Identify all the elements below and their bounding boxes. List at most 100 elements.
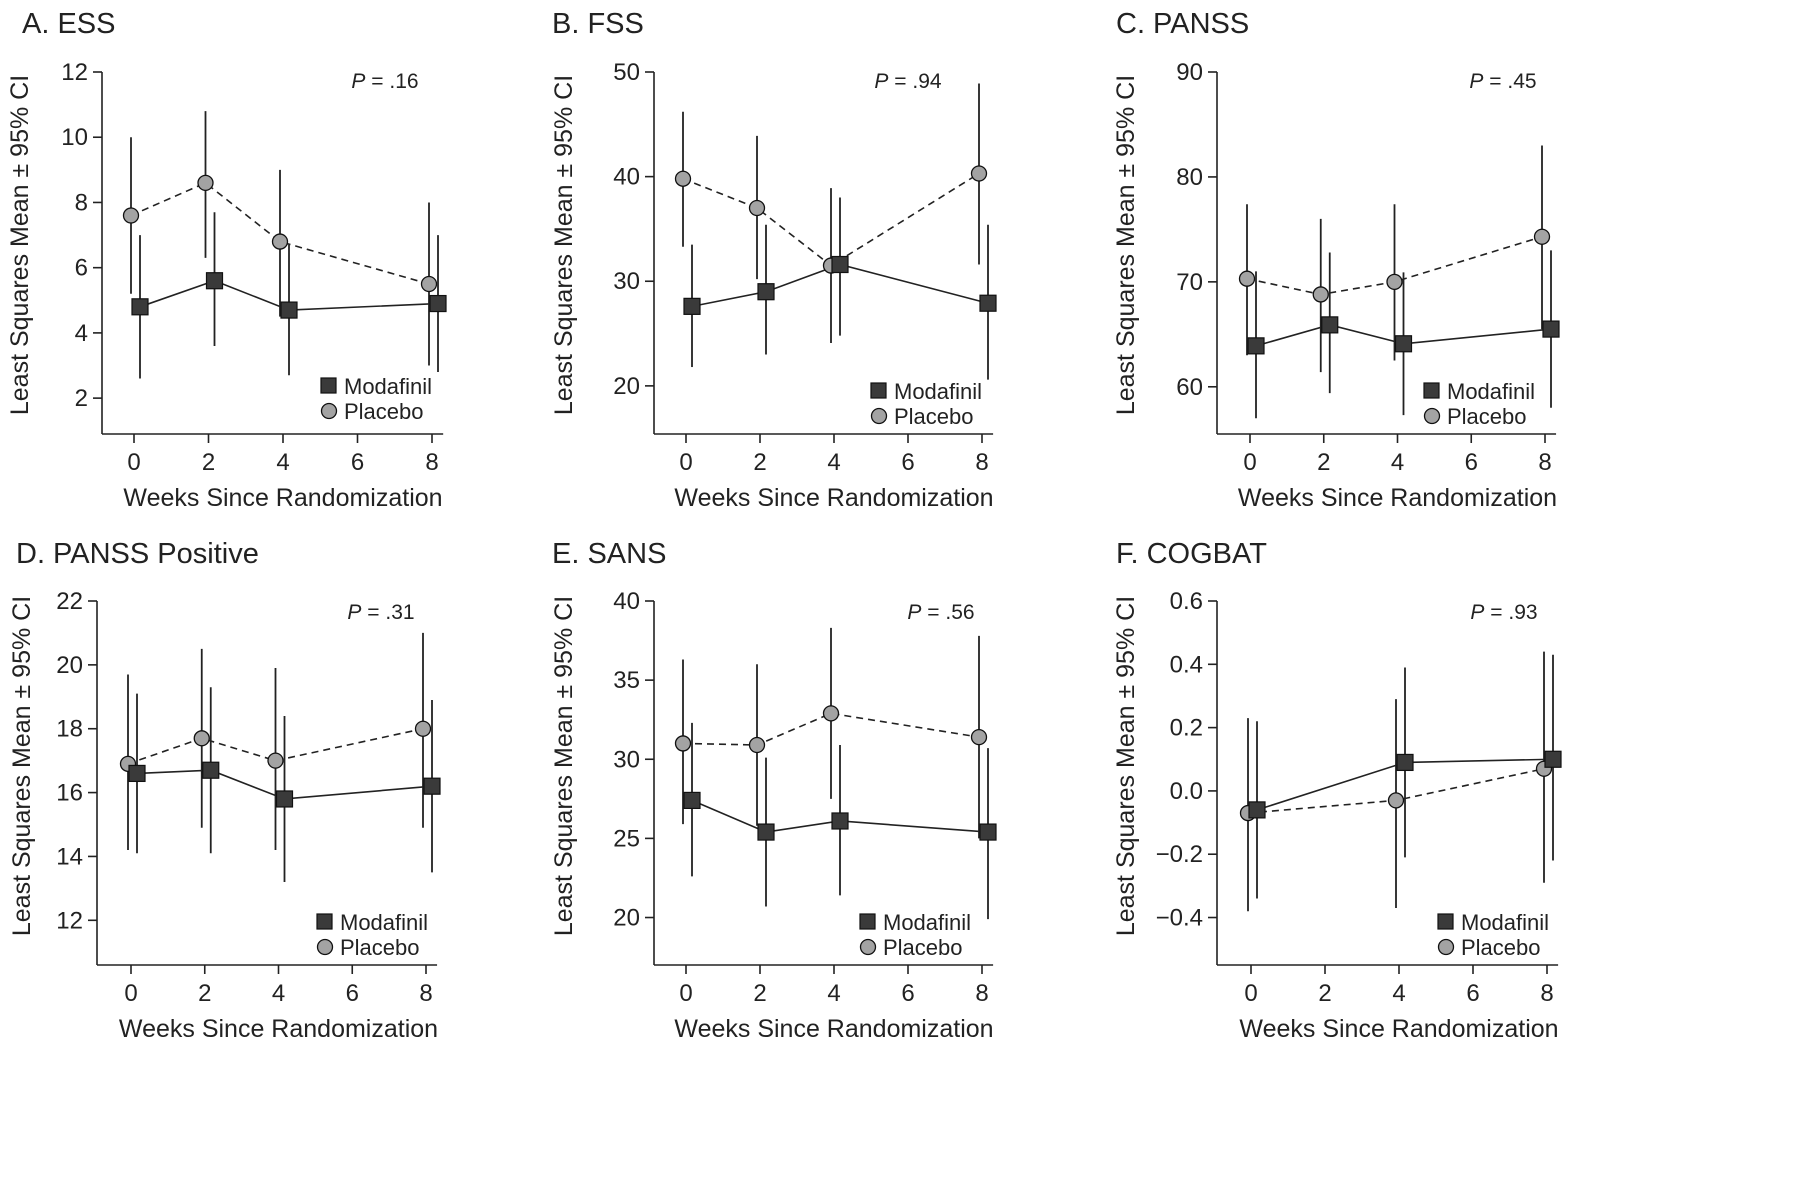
modafinil-line: [136, 769, 433, 800]
placebo-point: [122, 207, 140, 224]
y-tick-label: 50: [613, 59, 640, 86]
modafinil-point: [683, 297, 701, 315]
legend-placebo-label: Placebo: [340, 935, 420, 960]
x-tick-label: 6: [346, 980, 359, 1007]
p-value-number: = .45: [1483, 70, 1536, 93]
placebo-line: [130, 181, 430, 285]
panel-title: D. PANSS Positive: [16, 538, 259, 570]
modafinil-point: [1542, 320, 1560, 338]
legend-placebo-swatch: [870, 407, 888, 425]
p-value: P = .93: [1470, 601, 1537, 624]
y-tick-label: 30: [613, 268, 640, 295]
modafinil-line: [691, 799, 989, 833]
x-tick-label: 2: [198, 980, 211, 1007]
modafinil-point: [757, 823, 775, 841]
x-axis-label: Weeks Since Randomization: [1239, 1015, 1558, 1043]
y-tick-label: 40: [613, 588, 640, 615]
y-axis-label: Least Squares Mean ± 95% CI: [550, 75, 578, 415]
legend-placebo-swatch: [1423, 407, 1441, 425]
p-value: P = .16: [351, 70, 418, 93]
y-tick-label: 12: [56, 907, 83, 934]
placebo-line: [1246, 235, 1543, 296]
placebo-point: [1238, 270, 1256, 287]
p-value-symbol: P: [907, 601, 921, 624]
y-axis-label: Least Squares Mean ± 95% CI: [8, 596, 36, 936]
panel-4: D. PANSS Positive 12 14 16 18 20 22 0 2 4 6 8 Weeks …: [8, 538, 441, 1043]
x-tick-label: 2: [1318, 980, 1331, 1007]
y-tick-label: 35: [613, 667, 640, 694]
legend-modafinil-swatch: [1423, 382, 1440, 399]
x-tick-label: 0: [1244, 980, 1257, 1007]
panel-1: A. ESS 2 4 6 8 10 12 0 2 4 6 8 Weeks Since Randomiza…: [6, 8, 447, 512]
panel-title: B. FSS: [552, 8, 644, 40]
legend-modafinil-swatch: [316, 913, 333, 930]
y-tick-label: 6: [75, 255, 88, 282]
x-tick-label: 2: [202, 449, 215, 476]
placebo-point: [822, 705, 840, 722]
placebo-point: [970, 165, 988, 182]
y-tick-label: 20: [613, 905, 640, 932]
x-axis-label: Weeks Since Randomization: [119, 1015, 438, 1043]
legend-placebo-swatch: [1437, 938, 1455, 956]
placebo-point: [1387, 792, 1405, 809]
legend-modafinil-label: Modafinil: [894, 379, 982, 404]
placebo-line: [682, 712, 980, 746]
panel-3: C. PANSS 60 70 80 90 0 2 4 6 8 Weeks Since Randomi…: [1112, 8, 1560, 512]
y-axis-label: Least Squares Mean ± 95% CI: [1112, 596, 1140, 936]
legend-modafinil-label: Modafinil: [883, 910, 971, 935]
modafinil-point: [1544, 750, 1562, 768]
x-tick-label: 0: [1243, 449, 1256, 476]
y-tick-label: 20: [613, 373, 640, 400]
y-axis-label: Least Squares Mean ± 95% CI: [6, 75, 34, 415]
legend-placebo-label: Placebo: [1461, 935, 1541, 960]
legend-placebo-label: Placebo: [1447, 404, 1527, 429]
y-tick-label: 14: [56, 843, 83, 870]
y-tick-label: 0.4: [1170, 651, 1203, 678]
x-tick-label: 0: [127, 449, 140, 476]
panel-title: A. ESS: [22, 8, 116, 40]
placebo-point: [970, 728, 988, 746]
p-value-number: = .16: [365, 70, 418, 93]
modafinil-line: [691, 263, 989, 308]
p-value: P = .45: [1469, 70, 1536, 93]
y-tick-label: 10: [61, 124, 88, 151]
p-value-symbol: P: [874, 70, 888, 93]
p-value: P = .94: [874, 70, 941, 93]
legend-placebo-swatch: [859, 938, 877, 956]
y-axis-label: Least Squares Mean ± 95% CI: [550, 596, 578, 936]
modafinil-point: [280, 301, 298, 319]
y-tick-label: 30: [613, 746, 640, 773]
x-tick-label: 2: [753, 980, 766, 1007]
p-value: P = .31: [347, 601, 414, 624]
x-tick-label: 6: [901, 449, 914, 476]
panel-2: B. FSS 20 30 40 50 0 2 4 6 8 Weeks Since Randomiza…: [550, 8, 997, 512]
y-tick-label: 25: [613, 825, 640, 852]
placebo-point: [420, 275, 438, 293]
legend-modafinil-swatch: [870, 382, 887, 399]
placebo-line: [682, 172, 980, 267]
p-value-number: = .31: [361, 601, 414, 624]
y-tick-label: 40: [613, 164, 640, 191]
p-value-symbol: P: [1469, 70, 1483, 93]
legend-modafinil-label: Modafinil: [1447, 379, 1535, 404]
modafinil-point: [275, 790, 294, 808]
placebo-point: [197, 174, 214, 192]
x-tick-label: 4: [1392, 980, 1405, 1007]
y-tick-label: 0.6: [1170, 588, 1203, 615]
modafinil-point: [205, 272, 224, 290]
modafinil-point: [683, 791, 701, 810]
modafinil-point: [423, 777, 441, 795]
modafinil-point: [1247, 337, 1265, 355]
panel-title: C. PANSS: [1116, 8, 1249, 40]
p-value-number: = .94: [888, 70, 941, 93]
p-value-number: = .93: [1484, 601, 1537, 624]
x-tick-label: 4: [827, 980, 840, 1007]
x-tick-label: 8: [1540, 980, 1553, 1007]
p-value-symbol: P: [1470, 601, 1484, 624]
placebo-point: [1312, 286, 1329, 303]
legend-modafinil-label: Modafinil: [1461, 910, 1549, 935]
x-tick-label: 6: [1465, 449, 1478, 476]
y-tick-label: −0.4: [1156, 905, 1203, 932]
x-tick-label: 4: [1391, 449, 1404, 476]
y-tick-label: 4: [75, 320, 88, 347]
